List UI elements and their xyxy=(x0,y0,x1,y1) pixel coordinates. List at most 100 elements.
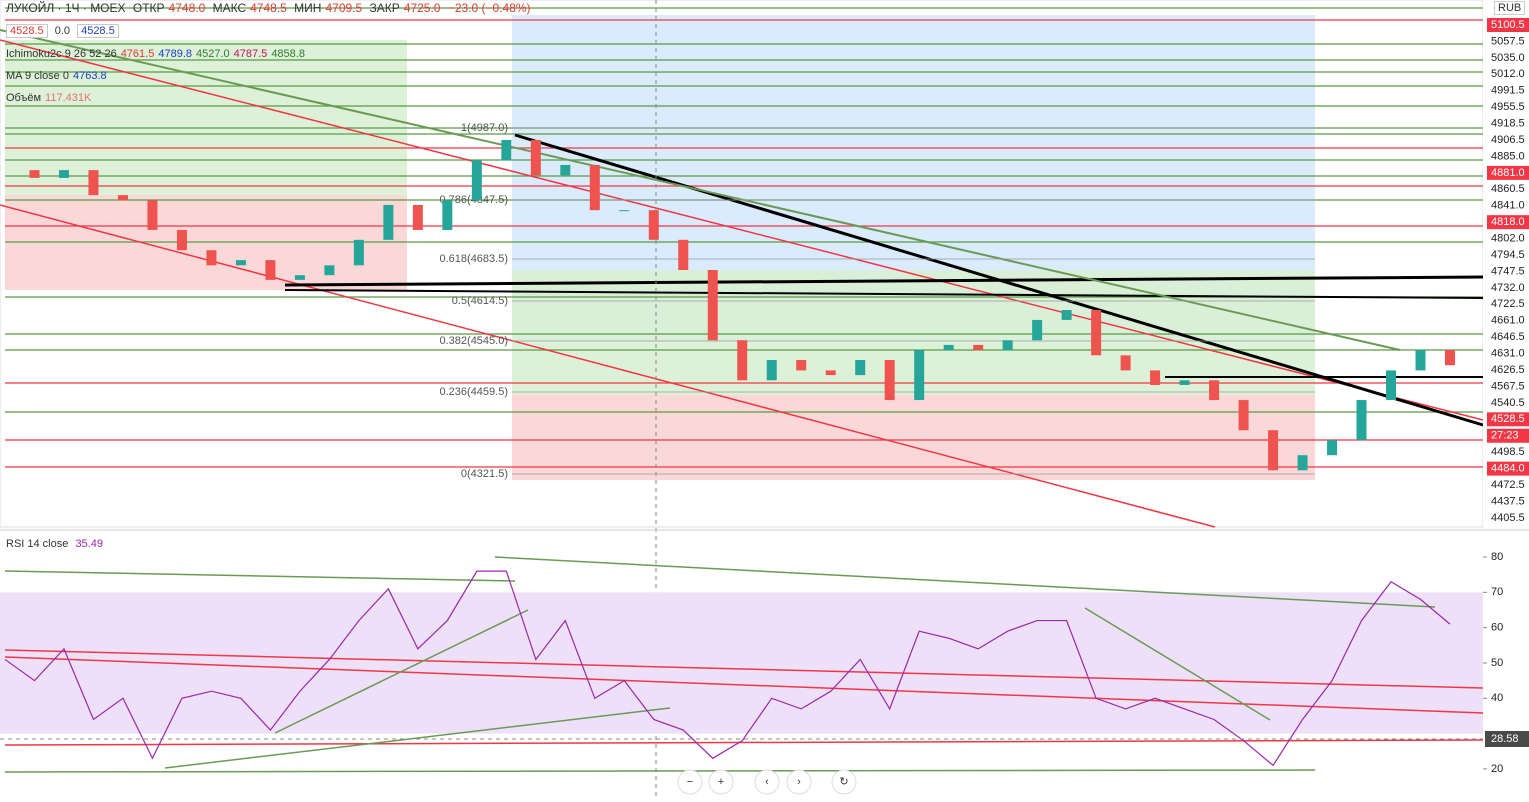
y-tick-label: 60 xyxy=(1491,622,1503,634)
spread: 0.0 xyxy=(54,25,71,37)
price-label: 4437.5 xyxy=(1491,495,1525,507)
trend-line xyxy=(4,649,1484,689)
candle xyxy=(766,360,777,381)
toolbar-button[interactable] xyxy=(708,769,734,795)
candle xyxy=(1268,430,1279,471)
label: ОТКР xyxy=(132,1,165,15)
ask[interactable]: 4528.5 xyxy=(77,24,119,38)
price-label: 4732.0 xyxy=(1491,282,1525,294)
candle xyxy=(1179,380,1190,385)
candle xyxy=(88,170,99,196)
trend-line xyxy=(4,739,1484,746)
candle xyxy=(1415,350,1426,371)
price-tag xyxy=(1487,461,1529,476)
label: МИН xyxy=(294,1,322,15)
price-tag xyxy=(1487,412,1529,427)
candle xyxy=(1120,355,1131,371)
candle xyxy=(884,360,895,401)
zone xyxy=(5,40,407,195)
indicator: MA 9 close 0 4763.8 xyxy=(6,70,111,82)
price-label: 5012.0 xyxy=(1491,68,1525,80)
price-label: 4661.0 xyxy=(1491,315,1525,327)
candle xyxy=(294,275,305,280)
price-label: 4722.5 xyxy=(1491,298,1525,310)
trend-line xyxy=(4,769,1316,773)
toolbar-button[interactable] xyxy=(831,769,857,795)
candle xyxy=(383,204,394,240)
candle xyxy=(648,210,659,240)
price-label: 4802.0 xyxy=(1491,232,1525,244)
indicator: Объём 117.431K xyxy=(6,92,95,104)
candle xyxy=(796,360,807,371)
trend-line xyxy=(284,289,1484,299)
trend-line xyxy=(0,204,1216,528)
price-label: 4991.5 xyxy=(1491,85,1525,97)
label: ЗАКР xyxy=(369,1,400,15)
trend-line xyxy=(284,275,1484,287)
indicator-value: 4787.5 xyxy=(233,48,268,60)
price-label: 4498.5 xyxy=(1491,446,1525,458)
rsi-value: 35.49 xyxy=(75,538,103,550)
candle xyxy=(324,265,335,276)
candle xyxy=(1002,340,1013,351)
candle xyxy=(235,260,246,266)
candle xyxy=(707,270,718,341)
indicator-value: 117.431K xyxy=(45,92,92,104)
candle xyxy=(412,204,423,230)
toolbar-button[interactable] xyxy=(754,769,780,795)
currency[interactable]: RUB xyxy=(1494,1,1526,15)
indicator-value: 4761.5 xyxy=(120,48,155,60)
candle xyxy=(1209,380,1220,401)
price-label: 5057.5 xyxy=(1491,35,1525,47)
toolbar-button[interactable] xyxy=(677,769,703,795)
trend-line xyxy=(274,609,529,734)
candle xyxy=(560,164,571,176)
candle xyxy=(353,239,364,266)
rsi-line xyxy=(4,570,1451,767)
price-label: 4881.0 xyxy=(1491,167,1525,179)
price-label: 4885.0 xyxy=(1491,150,1525,162)
candle xyxy=(589,164,600,211)
price-tag xyxy=(1487,165,1529,180)
toolbar-icon: ‹ xyxy=(765,776,769,788)
symbol: ЛУКОЙЛ · 1Ч · MOEX xyxy=(6,1,126,15)
candle xyxy=(914,350,925,401)
price-label: 4484.0 xyxy=(1491,463,1525,475)
price-label: 4626.5 xyxy=(1491,364,1525,376)
y-tick-label: 20 xyxy=(1491,763,1503,775)
price-label: 4540.5 xyxy=(1491,397,1525,409)
candle xyxy=(973,344,984,351)
fib-label: 0.382(4545.0) xyxy=(440,335,509,347)
trend-line xyxy=(494,556,1436,608)
candle xyxy=(265,260,276,280)
price-label: 4918.5 xyxy=(1491,117,1525,129)
candle xyxy=(501,139,512,161)
price-label: 4405.5 xyxy=(1491,512,1525,524)
indicator-name: Ichimoku2c 9 26 52 26 xyxy=(6,48,117,60)
fib-label: 0.5(4614.5) xyxy=(452,295,508,307)
candle xyxy=(1445,350,1455,366)
candle xyxy=(1327,440,1338,456)
header: ЛУКОЙЛ · 1Ч · MOEX ОТКР 4748.0 МАКС 4748.5… xyxy=(6,1,535,15)
trend-line xyxy=(164,707,671,769)
toolbar-icon: + xyxy=(718,776,724,788)
indicator-name: MA 9 close 0 xyxy=(6,70,69,82)
toolbar-button[interactable] xyxy=(786,769,812,795)
candle xyxy=(471,160,482,201)
trend-line xyxy=(4,656,1484,714)
candle xyxy=(1032,319,1043,341)
candle xyxy=(206,250,217,266)
rsi-title: RSI 14 close xyxy=(6,538,69,550)
candle xyxy=(442,200,453,230)
toolbar-icon: › xyxy=(797,776,801,788)
candle xyxy=(176,229,187,251)
price-tag xyxy=(1487,428,1529,443)
bid[interactable]: 4528.5 xyxy=(6,24,48,38)
candle xyxy=(855,360,866,376)
price-label: 27:23 xyxy=(1491,430,1519,442)
candle xyxy=(825,370,836,376)
crosshair-label: 28.58 xyxy=(1491,733,1519,745)
price-label: 4860.5 xyxy=(1491,183,1525,195)
value: 4748.5 xyxy=(250,1,287,15)
